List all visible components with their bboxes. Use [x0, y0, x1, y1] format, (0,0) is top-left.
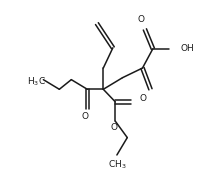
Text: H$_3$C: H$_3$C — [27, 75, 46, 88]
Text: O: O — [139, 94, 146, 103]
Text: CH$_3$: CH$_3$ — [108, 158, 126, 171]
Text: O: O — [137, 15, 144, 24]
Text: OH: OH — [181, 44, 195, 53]
Text: O: O — [82, 112, 88, 121]
Text: O: O — [110, 123, 117, 133]
